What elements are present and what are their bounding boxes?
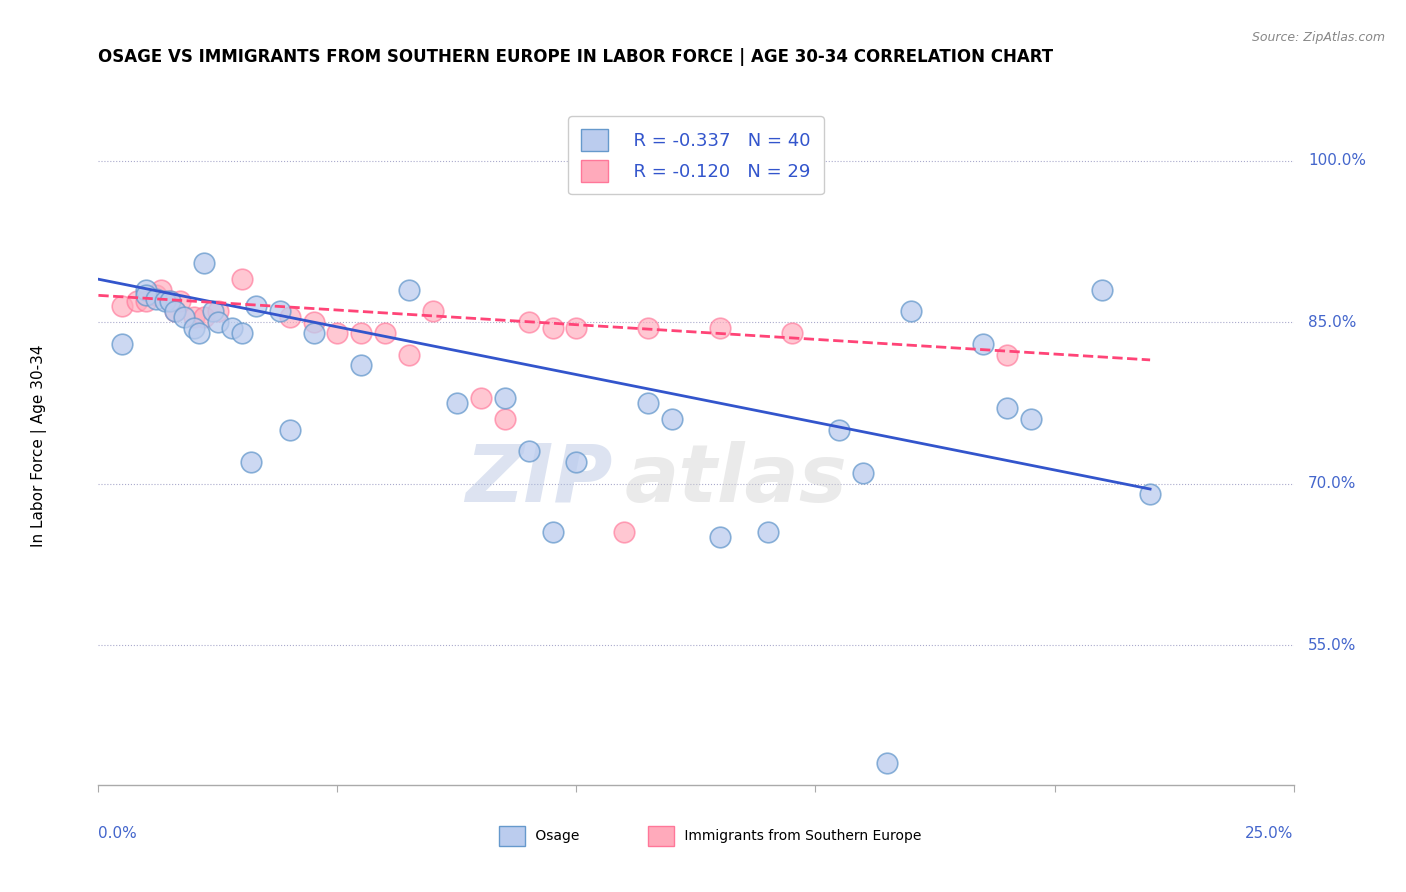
Point <box>661 412 683 426</box>
Point <box>422 304 444 318</box>
Point <box>125 293 148 308</box>
Point <box>709 320 731 334</box>
Point <box>145 288 167 302</box>
Point <box>173 310 195 324</box>
Point <box>637 396 659 410</box>
Point <box>145 292 167 306</box>
Point <box>709 531 731 545</box>
Point <box>637 320 659 334</box>
Point <box>163 304 186 318</box>
Point <box>374 326 396 340</box>
Point <box>302 315 325 329</box>
Point <box>278 423 301 437</box>
Point <box>494 391 516 405</box>
Point <box>517 315 540 329</box>
Point <box>852 466 875 480</box>
Point <box>1091 283 1114 297</box>
Text: Source: ZipAtlas.com: Source: ZipAtlas.com <box>1251 31 1385 45</box>
Point <box>155 293 177 308</box>
Point <box>231 272 253 286</box>
Point <box>135 288 157 302</box>
Point <box>169 293 191 308</box>
Point <box>398 283 420 297</box>
Point <box>193 310 215 324</box>
Point <box>350 326 373 340</box>
Point <box>828 423 851 437</box>
Point <box>111 299 134 313</box>
Point <box>245 299 267 313</box>
Text: OSAGE VS IMMIGRANTS FROM SOUTHERN EUROPE IN LABOR FORCE | AGE 30-34 CORRELATION : OSAGE VS IMMIGRANTS FROM SOUTHERN EUROPE… <box>98 48 1053 66</box>
Point <box>517 444 540 458</box>
Point <box>494 412 516 426</box>
Point <box>149 283 172 297</box>
Point <box>221 320 243 334</box>
Point <box>972 336 994 351</box>
Text: 70.0%: 70.0% <box>1308 476 1357 491</box>
Point <box>269 304 291 318</box>
Point <box>613 525 636 540</box>
Point <box>995 347 1018 361</box>
Point <box>183 310 205 324</box>
Text: In Labor Force | Age 30-34: In Labor Force | Age 30-34 <box>31 344 46 548</box>
Point <box>350 359 373 373</box>
Legend:   R = -0.337   N = 40,   R = -0.120   N = 29: R = -0.337 N = 40, R = -0.120 N = 29 <box>568 116 824 194</box>
Point <box>995 401 1018 416</box>
Point <box>240 455 263 469</box>
Point <box>446 396 468 410</box>
Text: Osage: Osage <box>531 829 579 843</box>
Text: 100.0%: 100.0% <box>1308 153 1365 169</box>
FancyBboxPatch shape <box>648 826 675 846</box>
Point <box>278 310 301 324</box>
Text: 25.0%: 25.0% <box>1246 826 1294 840</box>
Point <box>876 756 898 771</box>
Point <box>207 304 229 318</box>
Point <box>159 293 181 308</box>
Point <box>193 256 215 270</box>
Point <box>187 326 209 340</box>
Point <box>302 326 325 340</box>
Point <box>398 347 420 361</box>
Point <box>900 304 922 318</box>
Point <box>111 336 134 351</box>
Point <box>565 455 588 469</box>
Point <box>202 304 225 318</box>
Text: atlas: atlas <box>624 441 846 519</box>
Point <box>1139 487 1161 501</box>
Point <box>183 320 205 334</box>
Point <box>565 320 588 334</box>
Point <box>135 293 157 308</box>
Point <box>207 315 229 329</box>
Point <box>780 326 803 340</box>
FancyBboxPatch shape <box>499 826 524 846</box>
Point <box>1019 412 1042 426</box>
Text: Immigrants from Southern Europe: Immigrants from Southern Europe <box>681 829 922 843</box>
Point <box>231 326 253 340</box>
Point <box>756 525 779 540</box>
Text: 0.0%: 0.0% <box>98 826 138 840</box>
Point <box>135 283 157 297</box>
Point <box>326 326 349 340</box>
Text: ZIP: ZIP <box>465 441 613 519</box>
Text: 55.0%: 55.0% <box>1308 638 1357 653</box>
Text: 85.0%: 85.0% <box>1308 315 1357 330</box>
Point <box>470 391 492 405</box>
Point <box>159 293 181 308</box>
Point <box>541 320 564 334</box>
Point <box>541 525 564 540</box>
Point <box>163 304 186 318</box>
